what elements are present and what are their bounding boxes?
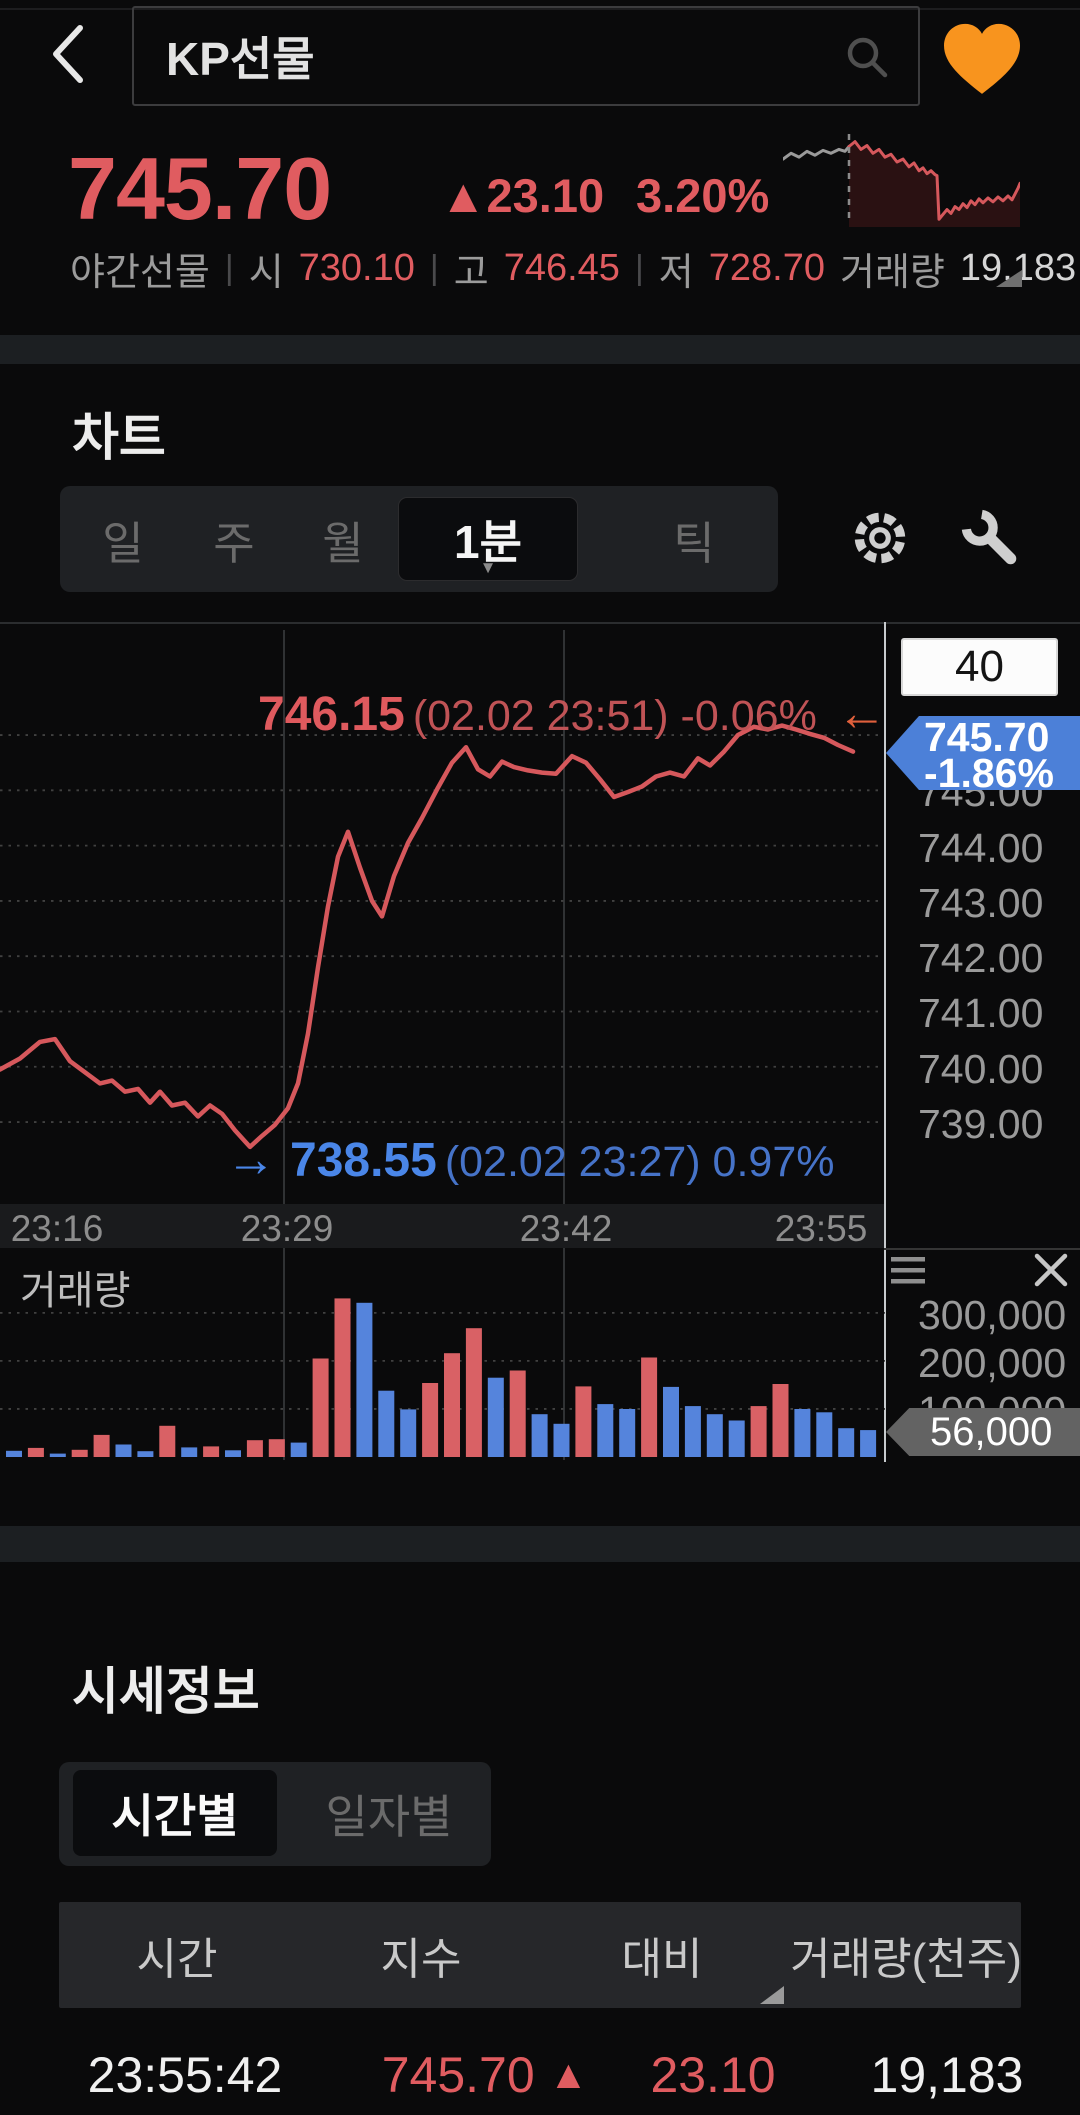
search-box[interactable] [132, 6, 920, 106]
row-index-value: 745.70 [381, 2047, 535, 2103]
market-info-title: 시세정보 [72, 1663, 260, 1720]
tab-by-date[interactable]: 일자별 [325, 1791, 453, 1843]
low-annotation-price: 738.55 [290, 1134, 437, 1187]
volume-label: 거래량 [839, 251, 945, 294]
chart-section-title: 차트 [72, 409, 166, 466]
header-time: 시간 [136, 1935, 218, 1984]
section-divider [0, 1526, 1080, 1562]
last-volume-badge: 56,000 [886, 1408, 1080, 1456]
price-chart[interactable] [0, 630, 885, 1205]
open-value: 730.10 [298, 246, 415, 289]
y-axis-label: 739.00 [918, 1101, 1044, 1148]
wrench-icon [961, 509, 1017, 565]
tab-tick[interactable]: 틱 [673, 517, 715, 569]
tab-1min-selected[interactable]: 1분 ▼ [398, 497, 578, 581]
tab-1min-label: 1분 [454, 516, 522, 568]
high-annotation: 746.15 (02.02 23:51) -0.06% ← [258, 684, 887, 742]
header-change[interactable]: 대비 [621, 1935, 703, 1984]
chevron-down-icon: ▼ [479, 558, 497, 577]
bar-count-input[interactable]: 40 [901, 638, 1058, 696]
axis-separator-line [884, 622, 886, 1462]
current-price: 745.70 [68, 139, 332, 238]
row-index: 745.70 ▲ [382, 2046, 589, 2104]
row-time: 23:55:42 [87, 2047, 283, 2103]
chart-settings-button[interactable] [846, 504, 914, 572]
chart-top-border [0, 622, 1080, 624]
price-change-pct: 3.20% [636, 169, 770, 222]
close-icon [1034, 1253, 1068, 1287]
gear-icon [854, 512, 906, 564]
x-axis-tick: 23:29 [240, 1208, 334, 1249]
search-input[interactable] [166, 8, 786, 104]
high-annotation-meta: (02.02 23:51) -0.06% [412, 692, 817, 740]
row-volume: 19,183 [870, 2047, 1024, 2103]
y-axis-label: 743.00 [918, 879, 1044, 926]
y-axis-label: 744.00 [918, 824, 1044, 871]
y-axis-label: 740.00 [918, 1045, 1044, 1092]
section-divider [0, 335, 1080, 364]
low-label: 저 [658, 251, 694, 294]
favorite-button[interactable] [940, 20, 1024, 96]
x-axis-tick: 23:55 [774, 1208, 868, 1249]
low-annotation-meta: (02.02 23:27) 0.97% [444, 1138, 835, 1186]
row-change: 23.10 [650, 2047, 776, 2103]
quote-table-header: 시간 지수 대비 거래량(천주) [59, 1902, 1022, 2008]
volume-y-axis-label: 200,000 [918, 1339, 1067, 1386]
market-info-tabbar: 시간별 일자별 [59, 1762, 491, 1866]
ohlc-row: 야간선물 | 시 730.10 | 고 746.45 | 저 728.70 거래… [70, 246, 1076, 294]
table-row[interactable]: 23:55:42 745.70 ▲ 23.10 19,183 [59, 2040, 1024, 2110]
header-volume: 거래량(천주) [790, 1935, 1022, 1984]
heart-icon [944, 23, 1020, 94]
mini-sparkline [783, 134, 1020, 227]
timeframe-tabbar: 일 주 월 1분 ▼ 틱 [60, 486, 778, 592]
x-axis-tick: 23:42 [519, 1208, 613, 1249]
tab-weekly[interactable]: 주 [213, 517, 255, 569]
y-axis-label: 741.00 [918, 990, 1044, 1037]
x-axis-tick: 23:16 [10, 1208, 104, 1249]
volume-y-axis-label: 300,000 [918, 1291, 1067, 1338]
chevron-left-icon [53, 25, 83, 83]
back-button[interactable] [44, 20, 96, 88]
tab-daily[interactable]: 일 [102, 517, 144, 569]
separator: | [224, 248, 234, 287]
separator: | [634, 248, 644, 287]
last-price-badge-pct: -1.86% [924, 750, 1054, 796]
high-value: 746.45 [503, 246, 620, 289]
time-axis: 23:16 23:29 23:42 23:55 [0, 1204, 884, 1249]
volume-pane-menu-button[interactable] [890, 1256, 928, 1286]
price-change: ▲23.10 [440, 169, 605, 222]
separator: | [429, 248, 439, 287]
header-index: 지수 [380, 1935, 462, 1984]
volume-pane-close-button[interactable] [1034, 1253, 1068, 1287]
arrow-right-icon: → [226, 1131, 276, 1187]
volume-chart[interactable] [0, 1248, 885, 1460]
tab-monthly[interactable]: 월 [322, 517, 364, 569]
up-triangle-icon: ▲ [548, 2052, 589, 2097]
volume-axis-top-border [884, 1248, 1080, 1250]
low-value: 728.70 [708, 246, 825, 289]
tab-by-time-selected[interactable]: 시간별 [73, 1770, 277, 1856]
high-label: 고 [453, 251, 489, 294]
open-label: 시 [248, 251, 284, 294]
arrow-left-icon: ← [836, 685, 887, 741]
volume-pane-title: 거래량 [20, 1269, 131, 1313]
hamburger-icon [891, 1257, 925, 1284]
search-icon[interactable] [842, 32, 892, 82]
y-axis-label: 742.00 [918, 935, 1044, 982]
low-annotation: → 738.55 (02.02 23:27) 0.97% [226, 1130, 834, 1188]
chart-tools-button[interactable] [956, 504, 1024, 572]
last-price-badge: 745.70 -1.86% [886, 716, 1080, 790]
last-price-badge-price: 745.70 [924, 714, 1050, 760]
session-label: 야간선물 [70, 251, 210, 294]
high-annotation-price: 746.15 [258, 688, 405, 741]
